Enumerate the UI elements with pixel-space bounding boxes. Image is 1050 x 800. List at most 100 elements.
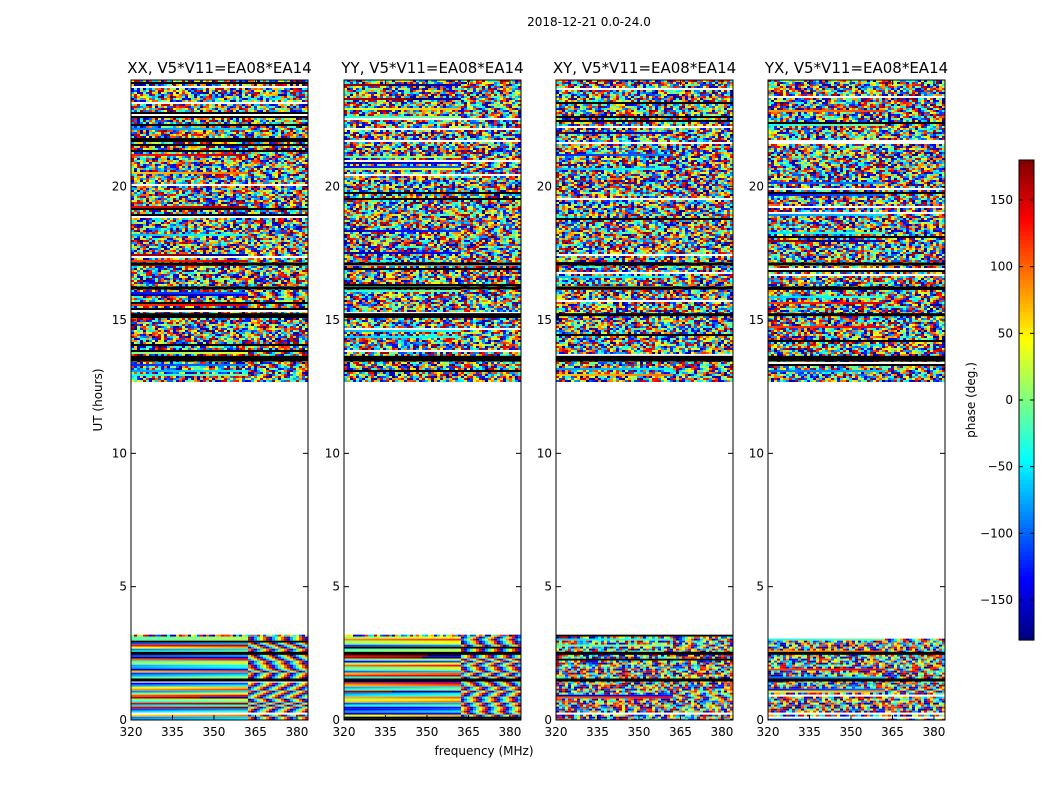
- cell: [293, 676, 296, 679]
- cell: [278, 704, 281, 707]
- cell: [242, 654, 245, 657]
- cell: [230, 706, 233, 709]
- cell: [158, 170, 161, 172]
- cell: [233, 188, 236, 190]
- cell: [212, 688, 215, 691]
- cell: [146, 190, 149, 192]
- cell: [158, 668, 161, 671]
- cell: [248, 636, 251, 639]
- cell: [251, 686, 254, 689]
- cell: [158, 700, 161, 703]
- cell: [200, 100, 203, 102]
- cell: [179, 146, 182, 148]
- cell: [146, 142, 149, 144]
- cell: [209, 104, 212, 106]
- cell: [245, 716, 248, 719]
- cell: [167, 174, 170, 176]
- cell: [290, 664, 293, 667]
- cell: [254, 708, 257, 711]
- cell: [140, 664, 143, 667]
- cell: [263, 142, 266, 144]
- cell: [170, 94, 173, 96]
- cell: [293, 644, 296, 647]
- cell: [242, 100, 245, 102]
- cell: [209, 650, 212, 653]
- cell: [140, 706, 143, 709]
- cell: [269, 658, 272, 661]
- cell: [137, 634, 140, 637]
- cell: [143, 182, 146, 184]
- cell: [287, 106, 290, 108]
- cell: [194, 122, 197, 124]
- cell: [134, 142, 137, 144]
- cell: [236, 168, 239, 170]
- cell: [230, 134, 233, 136]
- cell: [131, 106, 134, 108]
- cell: [284, 708, 287, 711]
- cell: [290, 672, 293, 675]
- cell: [194, 84, 197, 86]
- cell: [281, 636, 284, 639]
- cell: [200, 702, 203, 705]
- cell: [134, 170, 137, 172]
- cell: [197, 642, 200, 645]
- cell: [290, 646, 293, 649]
- cell: [134, 126, 137, 128]
- cell: [209, 106, 212, 108]
- cell: [179, 670, 182, 673]
- cell: [152, 670, 155, 673]
- cell: [161, 98, 164, 100]
- cell: [242, 104, 245, 106]
- cell: [191, 190, 194, 192]
- cell: [152, 650, 155, 653]
- cell: [305, 190, 308, 192]
- cell: [185, 694, 188, 697]
- cell: [170, 92, 173, 94]
- cell: [191, 108, 194, 110]
- cell: [254, 692, 257, 695]
- cell: [296, 104, 299, 106]
- cell: [203, 638, 206, 641]
- cell: [149, 670, 152, 673]
- cell: [218, 80, 221, 82]
- cell: [134, 156, 137, 158]
- cell: [221, 694, 224, 697]
- cell: [164, 674, 167, 677]
- cell: [293, 148, 296, 150]
- cell: [152, 84, 155, 86]
- cell: [263, 646, 266, 649]
- cell: [275, 156, 278, 158]
- cell: [236, 108, 239, 110]
- cell: [284, 118, 287, 120]
- cell: [251, 98, 254, 100]
- cell: [254, 168, 257, 170]
- cell: [230, 126, 233, 128]
- cell: [230, 130, 233, 132]
- cell: [146, 166, 149, 168]
- cell: [284, 172, 287, 174]
- cell: [245, 702, 248, 705]
- cell: [182, 146, 185, 148]
- cell: [140, 152, 143, 154]
- cell: [305, 662, 308, 665]
- cell: [242, 166, 245, 168]
- cell: [305, 666, 308, 669]
- cell: [149, 646, 152, 649]
- cell: [167, 146, 170, 148]
- cell: [137, 686, 140, 689]
- cell: [236, 708, 239, 711]
- cell: [143, 714, 146, 717]
- cell: [233, 156, 236, 158]
- cell: [296, 644, 299, 647]
- cell: [233, 690, 236, 693]
- cell: [299, 708, 302, 711]
- cell: [179, 684, 182, 687]
- cell: [170, 148, 173, 150]
- cell: [281, 698, 284, 701]
- cell: [278, 174, 281, 176]
- cell: [239, 182, 242, 184]
- cell: [173, 718, 176, 720]
- cell: [206, 156, 209, 158]
- cell: [275, 98, 278, 100]
- cell: [305, 668, 308, 671]
